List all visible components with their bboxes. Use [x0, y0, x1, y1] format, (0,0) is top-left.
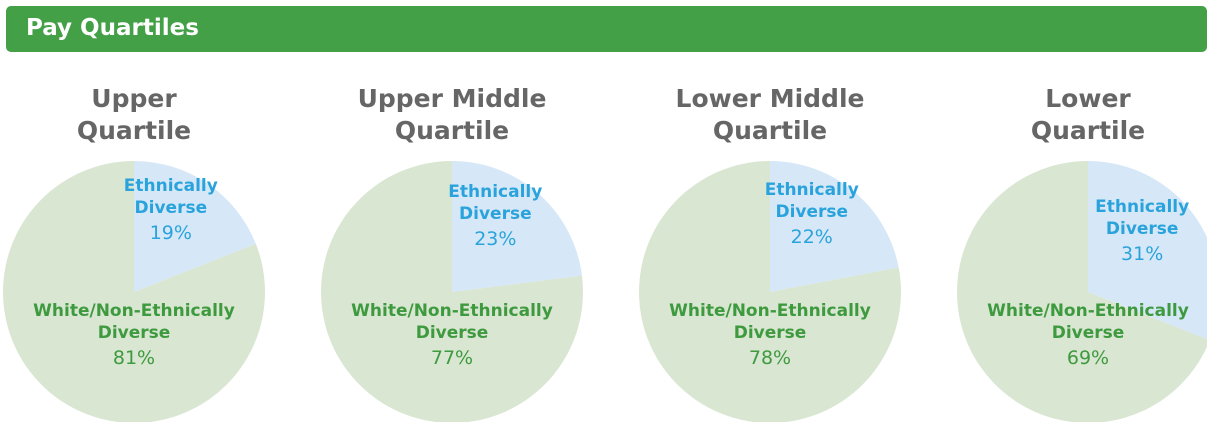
value-label: 69%: [1066, 347, 1110, 369]
pie-slice: [3, 161, 265, 422]
value-label: 31%: [1121, 242, 1164, 265]
slice-label: White/Non-Ethnically Diverse: [33, 301, 235, 343]
pie-slice: [770, 161, 899, 292]
value-label: 77%: [430, 347, 474, 369]
pie-slice: [639, 161, 901, 422]
pie-title: Upper Middle Quartile: [357, 84, 547, 145]
slice-label: White/Non-Ethnically Diverse: [987, 301, 1189, 343]
slice-label: White/Non-Ethnically Diverse: [351, 301, 553, 343]
value-label: 19%: [149, 221, 192, 244]
value-label: 81%: [112, 347, 156, 369]
value-label: 78%: [748, 347, 792, 369]
pie-slice: [321, 161, 583, 422]
slice-label: Ethnically Diverse: [764, 180, 859, 223]
banner-title: Pay Quartiles: [26, 15, 199, 41]
slice-label: Ethnically Diverse: [448, 182, 543, 225]
value-label: 23%: [474, 228, 517, 251]
slice-label: Ethnically Diverse: [123, 175, 218, 218]
pie-title: Lower Quartile: [1030, 84, 1146, 145]
slice-label: White/Non-Ethnically Diverse: [669, 301, 871, 343]
pie-slice: [1088, 161, 1207, 340]
banner: Pay Quartiles: [6, 6, 1207, 52]
pie-slice: [957, 161, 1207, 422]
pie-slice: [452, 161, 582, 292]
slice-label: Ethnically Diverse: [1095, 196, 1190, 239]
value-label: 22%: [790, 226, 833, 249]
pie-slice: [134, 161, 256, 292]
pie-title: Lower Middle Quartile: [675, 84, 865, 145]
pie-title: Upper Quartile: [76, 84, 192, 145]
